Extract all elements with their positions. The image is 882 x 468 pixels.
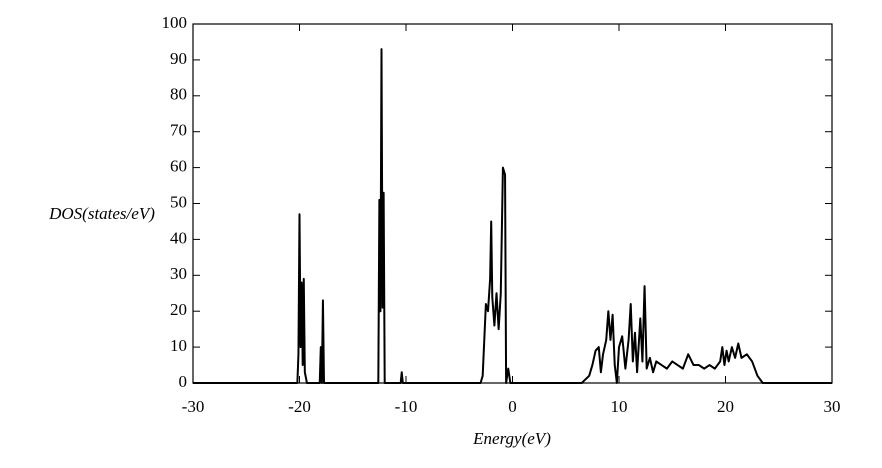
y-axis-label: DOS(states/eV) — [48, 204, 155, 223]
x-tick-label: -10 — [395, 397, 418, 416]
y-tick-label: 10 — [170, 336, 187, 355]
plot-frame — [192, 23, 833, 384]
x-tick-label: -30 — [182, 397, 205, 416]
data-line — [193, 48, 832, 384]
y-tick-label: 80 — [170, 85, 187, 104]
x-axis-label: Energy(eV) — [472, 429, 551, 448]
y-tick-label: 20 — [170, 300, 187, 319]
x-tick-label: 20 — [717, 397, 734, 416]
x-tick-label: 0 — [508, 397, 517, 416]
x-tick-label: 10 — [611, 397, 628, 416]
y-tick-label: 60 — [170, 157, 187, 176]
y-tick-label: 90 — [170, 49, 187, 68]
y-tick-label: 100 — [162, 13, 188, 32]
y-tick-label: 40 — [170, 228, 187, 247]
y-tick-label: 30 — [170, 264, 187, 283]
y-tick-label: 50 — [170, 192, 187, 211]
y-tick-label: 70 — [170, 121, 187, 140]
x-tick-label: 30 — [824, 397, 841, 416]
y-tick-label: 0 — [179, 372, 188, 391]
x-tick-label: -20 — [288, 397, 311, 416]
